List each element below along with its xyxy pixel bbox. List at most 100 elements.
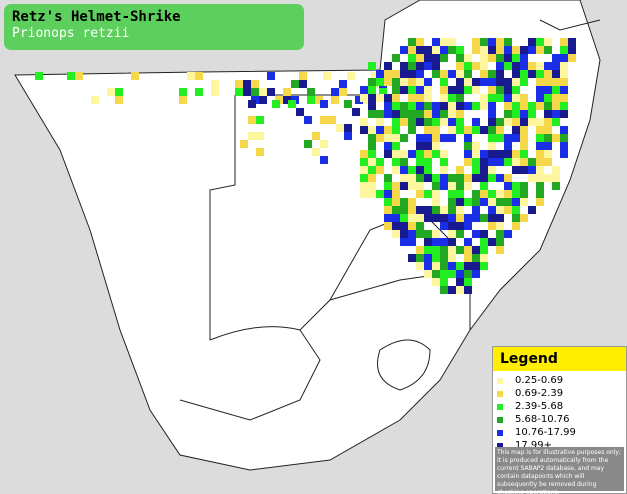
- atlas-cell: [456, 286, 464, 294]
- atlas-cell: [240, 140, 248, 148]
- atlas-cell: [384, 150, 392, 158]
- atlas-cell: [568, 38, 576, 46]
- atlas-cell: [480, 246, 488, 254]
- atlas-cell: [392, 182, 400, 190]
- atlas-cell: [496, 78, 504, 86]
- atlas-cell: [480, 190, 488, 198]
- legend: Legend 0.25-0.69 0.69-2.39 2.39-5.68 5.68-1…: [492, 346, 627, 494]
- atlas-cell: [536, 118, 544, 126]
- atlas-cell: [416, 142, 424, 150]
- atlas-cell: [504, 206, 512, 214]
- atlas-cell: [480, 214, 488, 222]
- atlas-cell: [416, 46, 424, 54]
- atlas-cell: [448, 198, 456, 206]
- atlas-cell: [416, 222, 424, 230]
- legend-item: 17.99+: [493, 439, 626, 452]
- atlas-cell: [424, 174, 432, 182]
- atlas-cell: [528, 70, 536, 78]
- atlas-cell: [400, 230, 408, 238]
- atlas-cell: [512, 134, 520, 142]
- atlas-cell: [416, 62, 424, 70]
- atlas-cell: [536, 62, 544, 70]
- atlas-cell: [187, 72, 195, 80]
- atlas-cell: [400, 174, 408, 182]
- legend-swatch: [497, 442, 503, 449]
- atlas-cell: [392, 222, 400, 230]
- atlas-cell: [368, 150, 376, 158]
- atlas-cell: [504, 94, 512, 102]
- atlas-cell: [376, 126, 384, 134]
- atlas-cell: [259, 88, 267, 96]
- atlas-cell: [488, 174, 496, 182]
- atlas-cell: [488, 78, 496, 86]
- atlas-cell: [472, 150, 480, 158]
- atlas-cell: [448, 174, 456, 182]
- atlas-cell: [344, 100, 352, 108]
- atlas-cell: [544, 70, 552, 78]
- atlas-cell: [520, 198, 528, 206]
- atlas-cell: [424, 94, 432, 102]
- atlas-cell: [536, 158, 544, 166]
- atlas-cell: [408, 238, 416, 246]
- atlas-cell: [400, 166, 408, 174]
- atlas-cell: [544, 102, 552, 110]
- atlas-cell: [512, 222, 520, 230]
- atlas-cell: [424, 230, 432, 238]
- atlas-cell: [552, 182, 560, 190]
- atlas-cell: [432, 246, 440, 254]
- atlas-cell: [360, 190, 368, 198]
- atlas-cell: [464, 70, 472, 78]
- atlas-cell: [560, 126, 568, 134]
- atlas-cell: [424, 238, 432, 246]
- atlas-cell: [544, 134, 552, 142]
- atlas-cell: [496, 118, 504, 126]
- atlas-cell: [320, 140, 328, 148]
- atlas-cell: [400, 150, 408, 158]
- atlas-cell: [259, 96, 267, 104]
- atlas-cell: [360, 94, 368, 102]
- atlas-cell: [536, 38, 544, 46]
- atlas-cell: [480, 38, 488, 46]
- atlas-cell: [299, 72, 307, 80]
- atlas-cell: [432, 110, 440, 118]
- atlas-cell: [195, 88, 203, 96]
- atlas-cell: [408, 182, 416, 190]
- atlas-cell: [235, 80, 243, 88]
- atlas-cell: [536, 150, 544, 158]
- atlas-cell: [392, 190, 400, 198]
- atlas-cell: [480, 94, 488, 102]
- atlas-cell: [440, 174, 448, 182]
- atlas-cell: [504, 158, 512, 166]
- atlas-cell: [456, 94, 464, 102]
- atlas-cell: [512, 150, 520, 158]
- atlas-cell: [528, 46, 536, 54]
- atlas-cell: [384, 182, 392, 190]
- atlas-cell: [480, 174, 488, 182]
- title-box: Retz's Helmet-Shrike Prionops retzii: [4, 4, 304, 50]
- atlas-cell: [456, 230, 464, 238]
- atlas-cell: [384, 190, 392, 198]
- atlas-cell: [512, 94, 520, 102]
- atlas-cell: [360, 158, 368, 166]
- atlas-cell: [488, 54, 496, 62]
- atlas-cell: [544, 110, 552, 118]
- atlas-cell: [528, 38, 536, 46]
- atlas-cell: [376, 94, 384, 102]
- atlas-cell: [544, 46, 552, 54]
- atlas-cell: [456, 214, 464, 222]
- atlas-cell: [448, 46, 456, 54]
- atlas-cell: [464, 286, 472, 294]
- atlas-cell: [440, 158, 448, 166]
- atlas-cell: [488, 70, 496, 78]
- atlas-cell: [248, 100, 256, 108]
- legend-swatch: [497, 390, 503, 397]
- atlas-cell: [464, 246, 472, 254]
- atlas-cell: [512, 214, 520, 222]
- atlas-cell: [179, 96, 187, 104]
- atlas-cell: [424, 102, 432, 110]
- atlas-cell: [496, 214, 504, 222]
- atlas-cell: [464, 198, 472, 206]
- atlas-cell: [368, 86, 376, 94]
- atlas-cell: [472, 78, 480, 86]
- atlas-cell: [440, 166, 448, 174]
